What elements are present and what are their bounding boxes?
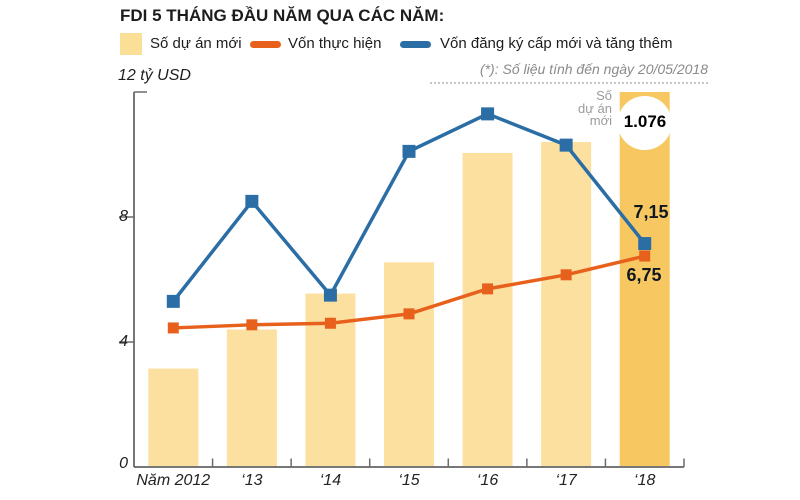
x-label-4: ‘16 [476,472,499,489]
legend-label-bars: Số dự án mới [150,35,242,52]
blue-series-last-value: 7,15 [633,202,669,222]
bar-4 [462,152,513,466]
marker-1-4 [481,107,495,121]
x-label-6: ‘18 [634,472,656,489]
marker-0-2 [324,317,336,329]
marker-0-4 [482,283,494,295]
bar-callout-circle [617,96,672,150]
marker-1-3 [402,144,416,158]
marker-1-2 [323,288,337,302]
marker-1-1 [245,194,259,208]
bar-5 [541,142,592,466]
x-label-0: Năm 2012 [136,472,211,489]
marker-0-0 [167,322,179,334]
y-axis-unit-label: 12 tỷ USD [118,67,191,84]
x-label-5: ‘17 [555,472,577,489]
legend-orange-line-swatch [250,41,281,48]
marker-1-0 [166,294,180,308]
legend-blue-line-swatch [400,41,431,48]
legend-bar-swatch [120,33,142,55]
bar-3 [384,262,434,466]
marker-0-3 [403,308,415,320]
marker-0-1 [246,319,258,331]
y-label-8: 8 [119,208,128,225]
chart-title: FDI 5 THÁNG ĐẦU NĂM QUA CÁC NĂM: [120,6,445,25]
marker-1-5 [559,138,573,152]
legend-label-orange: Vốn thực hiện [288,35,382,52]
marker-0-5 [560,269,572,281]
bar-callout-text: Số dự án mới [577,88,612,128]
y-label-0: 0 [119,455,128,472]
bar-callout-value: 1.076 [623,112,667,131]
bar-6 [619,92,670,466]
bar-0 [148,368,199,466]
footnote: (*): Số liệu tính đến ngày 20/05/2018 [430,61,708,84]
legend-label-blue: Vốn đăng ký cấp mới và tăng thêm [440,35,673,52]
y-label-4: 4 [119,333,128,350]
marker-1-6 [638,237,652,251]
x-label-1: ‘13 [241,472,263,489]
orange-series-last-value: 6,75 [626,265,662,285]
x-label-2: ‘14 [319,472,342,489]
bar-1 [226,329,277,466]
marker-0-6 [639,250,651,262]
x-label-3: ‘15 [398,472,420,489]
